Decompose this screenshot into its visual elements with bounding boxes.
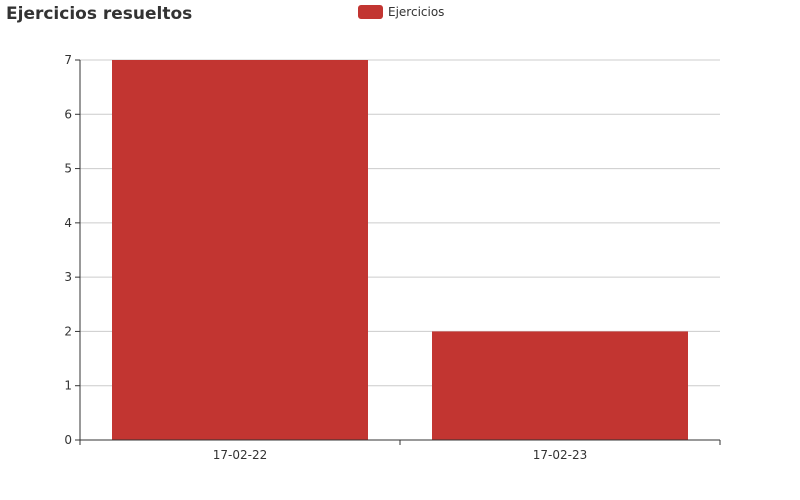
legend-swatch[interactable] — [358, 5, 383, 19]
chart-title: Ejercicios resueltos — [6, 4, 193, 24]
bar-17-02-23[interactable] — [432, 331, 688, 440]
legend[interactable]: Ejercicios — [358, 5, 444, 19]
legend-label-ejercicios[interactable]: Ejercicios — [388, 5, 445, 19]
bar-17-02-22[interactable] — [112, 60, 368, 440]
y-tick-label: 0 — [64, 433, 72, 447]
y-tick-label: 5 — [64, 162, 72, 176]
y-tick-label: 6 — [64, 107, 72, 121]
x-tick-label: 17-02-22 — [213, 448, 267, 462]
bars — [112, 60, 688, 440]
y-tick-label: 4 — [64, 216, 72, 230]
y-tick-label: 3 — [64, 270, 72, 284]
axes: 0 1 2 3 4 5 6 7 17-02-22 17-02-23 — [64, 53, 721, 462]
y-tick-label: 7 — [64, 53, 72, 67]
y-tick-label: 2 — [64, 324, 72, 338]
y-tick-label: 1 — [64, 379, 72, 393]
x-tick-label: 17-02-23 — [533, 448, 587, 462]
